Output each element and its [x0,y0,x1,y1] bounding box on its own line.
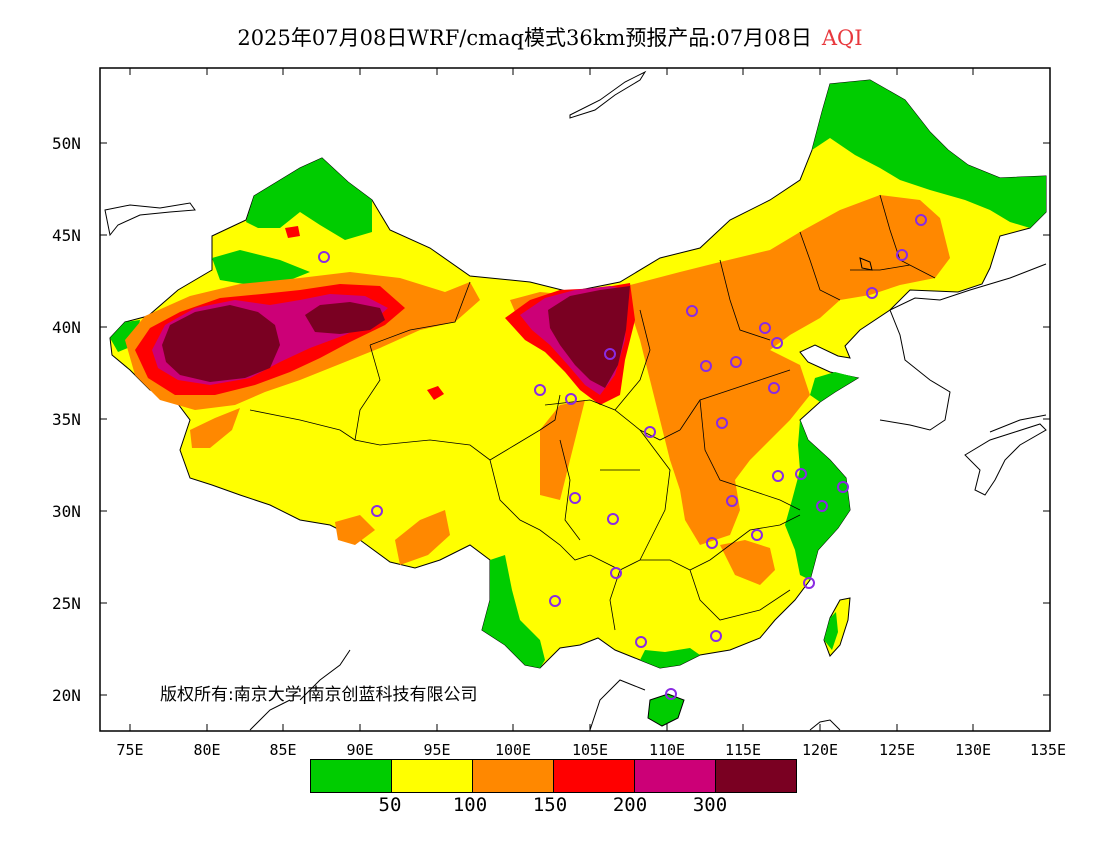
station-marker [549,595,561,607]
lat-label-30n: 30N [52,502,81,521]
station-marker [716,417,728,429]
map-title: 2025年07月08日WRF/cmaq模式36km预报产品:07月08日 AQI [0,22,1100,52]
green-southwest [482,555,545,668]
copyright-notice: 版权所有:南京大学|南京创蓝科技有限公司 [160,685,478,705]
legend-swatch-hazardous [716,760,796,792]
station-marker [635,636,647,648]
lon-label-75e: 75E [116,741,144,759]
hazard-helan [548,286,630,388]
station-marker [644,426,656,438]
lon-label-80e: 80E [193,741,221,759]
station-marker [318,251,330,263]
title-main: 2025年07月08日WRF/cmaq模式36km预报产品:07月08日 [237,26,812,50]
green-south-coast [640,648,700,668]
station-marker [706,537,718,549]
lon-label-120e: 120E [801,741,839,759]
green-shandong [810,372,858,402]
green-west-strip [212,250,310,285]
station-marker [700,360,712,372]
legend-tick-50: 50 [378,794,402,816]
orange-tibet-2 [395,510,450,565]
lon-label-130e: 130E [954,741,992,759]
station-markers [318,214,927,700]
station-marker [710,630,722,642]
map-layers [104,70,1047,731]
title-variable: AQI [821,26,863,50]
lon-label-110e: 110E [648,741,686,759]
green-northwest [246,158,372,240]
station-marker [565,393,577,405]
province-boundaries [249,194,936,631]
orange-tibet-3 [335,515,375,545]
station-marker [803,577,815,589]
station-marker [607,513,619,525]
station-marker [837,481,849,493]
station-marker [771,337,783,349]
station-marker [866,287,878,299]
legend-swatch-good [311,760,392,792]
station-marker [795,468,807,480]
legend-tick-300: 300 [692,794,728,816]
lat-label-25n: 25N [52,594,81,613]
green-northeast [812,80,1046,228]
station-marker [665,688,677,700]
legend-tick-100: 100 [452,794,488,816]
lat-label-20n: 20N [52,686,81,705]
legend-swatch-unhealthy [554,760,635,792]
station-marker [569,492,581,504]
lon-label-85e: 85E [269,741,297,759]
station-marker [896,249,908,261]
lat-label-40n: 40N [52,318,81,337]
lon-label-95e: 95E [423,741,451,759]
legend-swatch-moderate [392,760,473,792]
station-marker [686,305,698,317]
station-marker [768,382,780,394]
hazard-tarim-west [162,305,280,382]
lat-label-35n: 35N [52,410,81,429]
lon-label-115e: 115E [724,741,762,759]
lon-label-90e: 90E [346,741,374,759]
red-spot-kunlun [285,226,300,238]
legend-tick-200: 200 [612,794,648,816]
aqi-legend [310,759,797,793]
green-east-coast [785,420,850,580]
lat-label-50n: 50N [52,134,81,153]
lon-label-125e: 125E [878,741,916,759]
station-marker [604,348,616,360]
legend-tick-150: 150 [532,794,568,816]
station-marker [534,384,546,396]
station-marker [759,322,771,334]
lon-label-105e: 105E [571,741,609,759]
axis-ticks [100,68,1051,731]
legend-swatch-very-unhealthy [635,760,716,792]
hazard-tarim-east [305,302,385,334]
red-spot-tibet [427,386,444,400]
orange-tibet-1 [190,408,240,448]
station-marker [751,529,763,541]
station-marker [816,500,828,512]
map-frame [99,67,1051,732]
station-marker [915,214,927,226]
station-marker [772,470,784,482]
station-marker [730,356,742,368]
station-marker [610,567,622,579]
orange-central-south [720,540,775,585]
station-marker [371,505,383,517]
neighbor-coastlines [104,70,1047,731]
legend-swatch-usg [473,760,554,792]
hainan-island [647,693,685,727]
lon-label-100e: 100E [494,741,532,759]
station-marker [726,495,738,507]
taiwan-west-green [824,612,838,650]
lat-label-45n: 45N [52,226,81,245]
lon-label-135e: 135E [1029,741,1067,759]
